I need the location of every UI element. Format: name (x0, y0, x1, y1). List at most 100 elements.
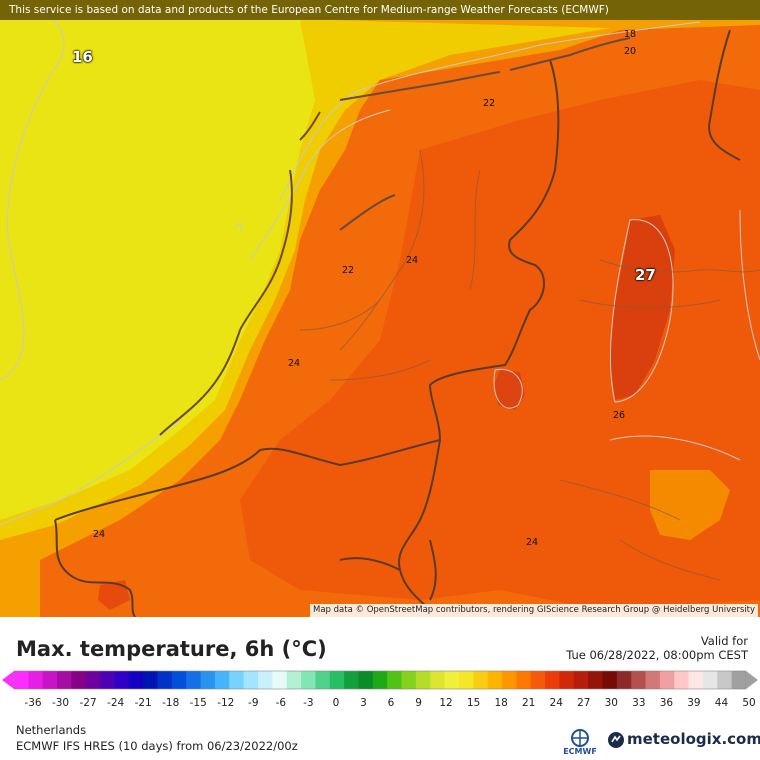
scale-tick-label: -27 (79, 697, 97, 709)
contour-label: 18 (624, 29, 637, 40)
scale-tick-label: 24 (549, 697, 563, 709)
scale-tick-label: 0 (332, 697, 340, 709)
scale-cell (186, 671, 202, 689)
scale-cell (731, 671, 747, 689)
scale-cell (85, 671, 101, 689)
scale-cell (42, 671, 58, 689)
scale-cell (688, 671, 704, 689)
scale-tick-label: 15 (466, 697, 481, 709)
ecmwf-logo-text: ECMWF (563, 747, 597, 756)
hot-spot-center (494, 370, 525, 410)
scale-cell (229, 671, 245, 689)
scale-cell (530, 671, 546, 689)
scale-tick-label: -30 (51, 697, 70, 709)
scale-cell (258, 671, 273, 689)
contour-label: 24 (406, 255, 419, 266)
temperature-map[interactable]: This service is based on data and produc… (0, 0, 760, 617)
scale-tick-label: 50 (742, 697, 756, 709)
scale-cell (559, 671, 575, 689)
scale-cell (57, 671, 72, 689)
scale-cell (143, 671, 159, 689)
borders (54, 29, 741, 617)
scale-tick-label: -36 (24, 697, 42, 709)
legend-panel: Max. temperature, 6h (°C) Valid for Tue … (0, 617, 760, 760)
model-info: ECMWF IFS HRES (10 days) from 06/23/2022… (16, 739, 298, 753)
scale-cell (358, 671, 374, 689)
scale-left-arrow (2, 671, 14, 689)
contour-label: 24 (526, 537, 539, 548)
contour-label: 26 (613, 410, 626, 421)
scale-cell (301, 671, 316, 689)
scale-cell (171, 671, 187, 689)
scale-tick-label: 30 (604, 697, 618, 709)
scale-tick-label: -12 (217, 697, 235, 709)
scale-cell (71, 671, 87, 689)
scale-cell (458, 671, 474, 689)
region-name: Netherlands (16, 723, 87, 737)
scale-cell (157, 671, 173, 689)
scale-cell (286, 671, 302, 689)
scale-cell (387, 671, 403, 689)
scale-cell (415, 671, 431, 689)
scale-cell (545, 671, 560, 689)
scale-cell (674, 671, 690, 689)
coastline (159, 37, 631, 436)
scale-cell (243, 671, 259, 689)
meteologix-icon (608, 732, 624, 748)
scale-cell (272, 671, 288, 689)
scale-cell (128, 671, 144, 689)
scale-tick-label: -24 (107, 697, 125, 709)
scale-cell (329, 671, 345, 689)
ecmwf-logo-icon (571, 729, 589, 747)
regional-borders (299, 149, 760, 581)
scale-cell (473, 671, 489, 689)
map-label-max-16: 16 (72, 48, 93, 66)
meteologix-brand[interactable]: meteologix.com (607, 729, 760, 751)
scale-cell (344, 671, 359, 689)
scale-tick-label: -3 (303, 697, 314, 709)
scale-tick-label: 36 (659, 697, 674, 709)
scale-tick-label: 44 (714, 697, 729, 709)
scale-tick-label: 27 (577, 697, 591, 709)
scale-ticks: -36 -30 -27 -24 -21 -18 -15 -12 -9 -6 -3 0 3 6 9 12 15 18… (0, 697, 760, 711)
contour-label: 22 (483, 98, 496, 109)
scale-cell (573, 671, 589, 689)
scale-cell (430, 671, 446, 689)
meteologix-text: meteologix.com (627, 730, 760, 748)
scale-tick-label: 9 (415, 697, 422, 709)
scale-cell (588, 671, 603, 689)
ecmwf-notice: This service is based on data and produc… (0, 0, 760, 20)
map-label-max-27: 27 (635, 266, 656, 284)
scale-tick-label: -21 (134, 697, 152, 709)
cooler-southeast (650, 470, 730, 540)
scale-cell (659, 671, 675, 689)
scale-cell (214, 671, 230, 689)
scale-tick-label: -15 (189, 697, 207, 709)
scale-tick-label: 12 (439, 697, 453, 709)
scale-tick-label: 18 (494, 697, 508, 709)
scale-tick-label: 21 (522, 697, 536, 709)
scale-cell (516, 671, 532, 689)
scale-cell (372, 671, 388, 689)
contour-label: 20 (624, 46, 637, 57)
contour-lines (0, 9, 760, 526)
scale-cell (200, 671, 216, 689)
hot-spot-southwest (98, 580, 130, 610)
contour-label: 24 (288, 358, 301, 369)
scale-tick-label: -6 (275, 697, 287, 709)
scale-tick-label: 33 (632, 697, 646, 709)
scale-cell (702, 671, 718, 689)
map-attribution: Map data © OpenStreetMap contributors, r… (310, 604, 758, 617)
scale-cell (14, 671, 29, 689)
scale-cell (100, 671, 115, 689)
scale-cell (502, 671, 517, 689)
scale-cell (28, 671, 44, 689)
scale-cells (13, 670, 747, 690)
scale-cell (645, 671, 661, 689)
map-canvas (0, 0, 760, 617)
scale-cell (114, 671, 130, 689)
ecmwf-logo[interactable]: ECMWF (560, 725, 600, 757)
scale-tick-label: -9 (248, 697, 259, 709)
scale-cell (631, 671, 647, 689)
scale-cell (602, 671, 618, 689)
